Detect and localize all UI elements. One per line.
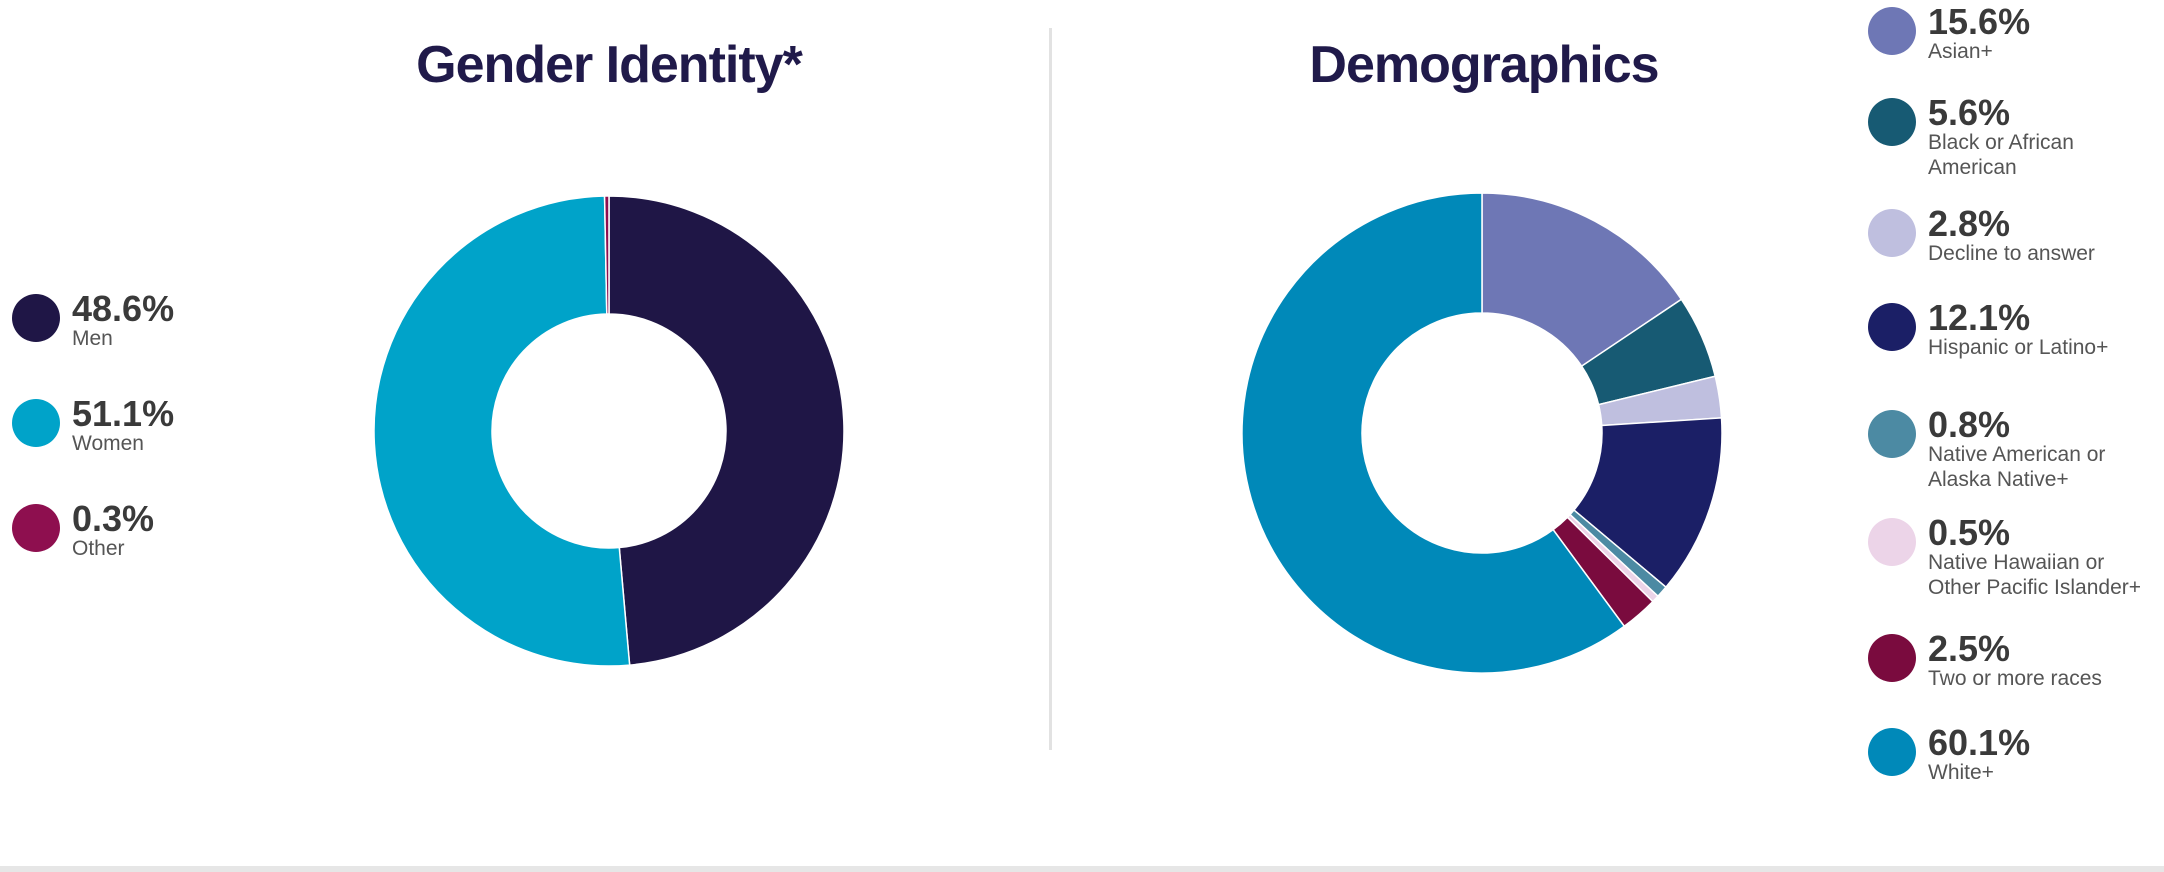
- legend-item: 2.8% Decline to answer: [1868, 203, 2160, 266]
- footer-rule: [0, 866, 2164, 872]
- donut-slice: [608, 195, 845, 666]
- legend-swatch: [1868, 209, 1916, 257]
- legend-swatch: [1868, 518, 1916, 566]
- legend-swatch: [1868, 7, 1916, 55]
- legend-text: 48.6% Men: [72, 288, 304, 351]
- legend-value: 48.6%: [72, 288, 175, 329]
- legend-item: 15.6% Asian+: [1868, 1, 2160, 64]
- legend-label: Other: [72, 537, 125, 560]
- legend-item: 5.6% Black or African American: [1868, 92, 2160, 180]
- legend-label: Women: [72, 432, 144, 455]
- legend-label: Hispanic or Latino+: [1928, 336, 2109, 359]
- legend-text: 2.5% Two or more races: [1928, 628, 2160, 691]
- donut-slice: [373, 195, 631, 667]
- legend-swatch: [1868, 410, 1916, 458]
- legend-item: 0.8% Native American or Alaska Native+: [1868, 404, 2160, 492]
- legend-value: 5.6%: [1928, 92, 2011, 133]
- legend-value: 0.8%: [1928, 404, 2011, 445]
- legend-text: 0.8% Native American or Alaska Native+: [1928, 404, 2160, 492]
- donut-slice: [1241, 192, 1626, 674]
- legend-swatch: [1868, 98, 1916, 146]
- legend-value: 2.5%: [1928, 628, 2011, 669]
- legend-text: 12.1% Hispanic or Latino+: [1928, 297, 2160, 360]
- legend-swatch: [1868, 634, 1916, 682]
- legend-text: 0.5% Native Hawaiian or Other Pacific Isl…: [1928, 512, 2160, 600]
- legend-item: 12.1% Hispanic or Latino+: [1868, 297, 2160, 360]
- legend-swatch: [12, 294, 60, 342]
- legend-value: 0.3%: [72, 498, 155, 539]
- legend-label: Native Hawaiian or Other Pacific Islande…: [1928, 551, 2142, 599]
- chart-title: Gender Identity*: [416, 36, 803, 94]
- legend-value: 60.1%: [1928, 722, 2031, 763]
- legend-swatch: [1868, 728, 1916, 776]
- legend-text: 0.3% Other: [72, 498, 304, 561]
- legend-item: 60.1% White+: [1868, 722, 2160, 785]
- legend-item: 0.5% Native Hawaiian or Other Pacific Isl…: [1868, 512, 2160, 600]
- legend-item: 51.1% Women: [12, 393, 304, 456]
- legend-text: 60.1% White+: [1928, 722, 2160, 785]
- legend-label: Two or more races: [1928, 667, 2102, 690]
- legend-swatch: [12, 399, 60, 447]
- donut-slice: [603, 195, 610, 315]
- legend-value: 15.6%: [1928, 1, 2031, 42]
- legend-label: Asian+: [1928, 40, 1993, 63]
- legend-label: Black or African American: [1928, 131, 2074, 179]
- legend-value: 51.1%: [72, 393, 175, 434]
- legend-item: 2.5% Two or more races: [1868, 628, 2160, 691]
- legend-label: Decline to answer: [1928, 242, 2095, 265]
- divider: [1049, 28, 1052, 750]
- legend-value: 0.5%: [1928, 512, 2011, 553]
- chart-title: Demographics: [1309, 36, 1658, 94]
- donut-slice: [1481, 192, 1683, 368]
- legend-label: Native American or Alaska Native+: [1928, 443, 2106, 491]
- legend-value: 2.8%: [1928, 203, 2011, 244]
- legend-label: Men: [72, 327, 113, 350]
- legend-swatch: [1868, 303, 1916, 351]
- legend-swatch: [12, 504, 60, 552]
- legend-item: 48.6% Men: [12, 288, 304, 351]
- legend-item: 0.3% Other: [12, 498, 304, 561]
- legend-value: 12.1%: [1928, 297, 2031, 338]
- legend-text: 5.6% Black or African American: [1928, 92, 2160, 180]
- legend-text: 51.1% Women: [72, 393, 304, 456]
- legend-text: 2.8% Decline to answer: [1928, 203, 2160, 266]
- legend-label: White+: [1928, 761, 1994, 784]
- legend-text: 15.6% Asian+: [1928, 1, 2160, 64]
- donut-slice: [1572, 417, 1723, 589]
